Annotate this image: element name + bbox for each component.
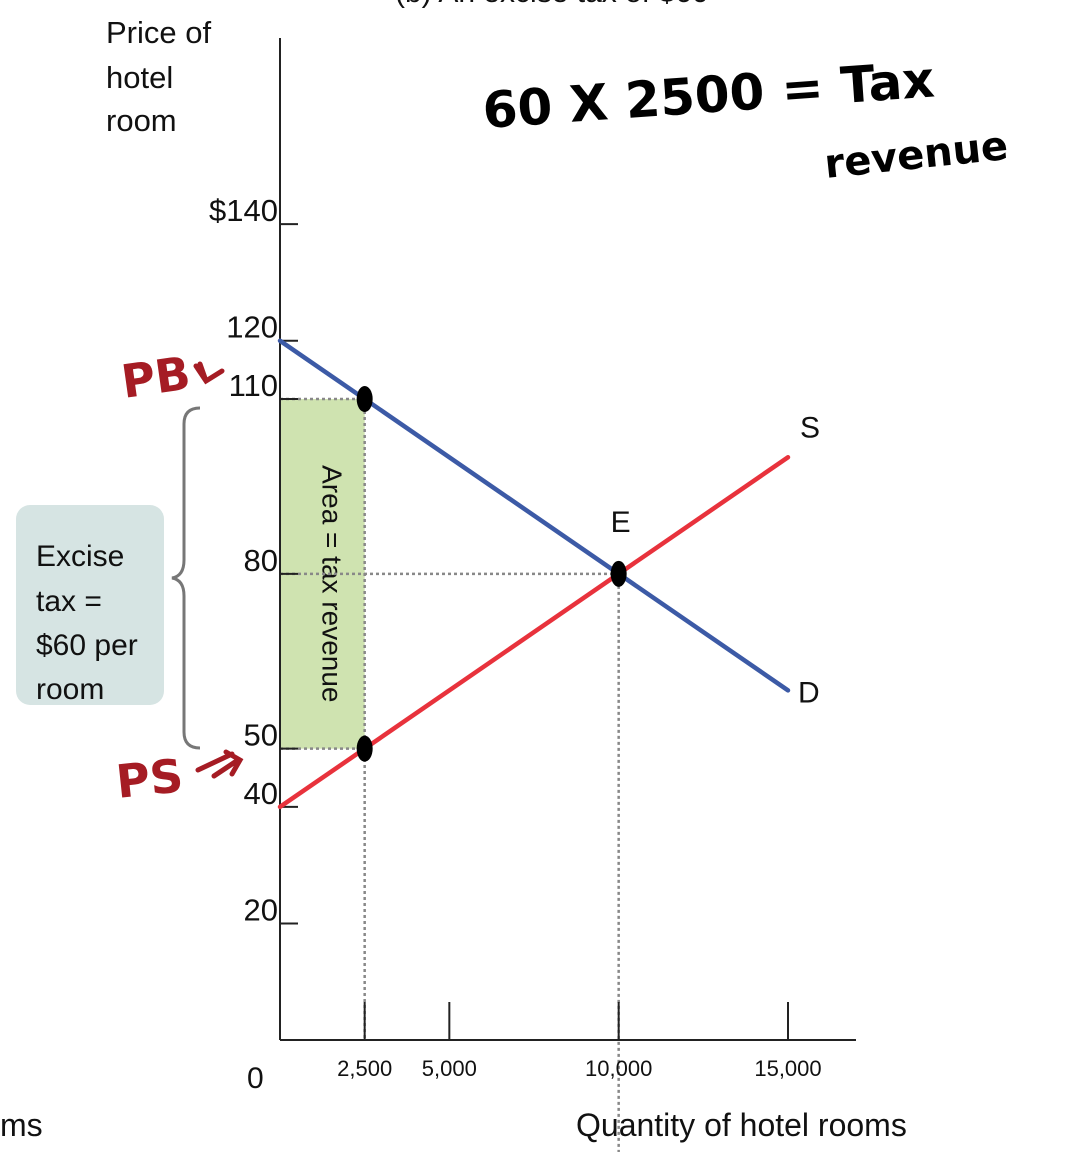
demand-label: D — [798, 676, 820, 709]
equilibrium-point — [610, 560, 627, 587]
excise-tax-line-4: room — [36, 673, 104, 706]
tax-brace — [171, 406, 201, 750]
handwritten-ps-arrow-icon — [195, 749, 244, 779]
left-edge-text: ms — [0, 1107, 43, 1143]
excise-tax-line-3: $60 per — [36, 629, 138, 662]
seller-price-point — [356, 735, 373, 762]
chart-title: (b) An excise tax of $60 — [395, 0, 709, 9]
y-tick-label: 80 — [244, 543, 278, 578]
x-tick-label: 10,000 — [585, 1056, 652, 1081]
tax-revenue-label: Area = tax revenue — [316, 465, 347, 702]
y-tick-label: 20 — [244, 892, 278, 927]
y-tick-label: 110 — [229, 368, 278, 403]
y-ticks: $140 120 110 80 50 40 20 — [209, 193, 298, 927]
x-tick-label: 2,500 — [337, 1056, 392, 1081]
handwritten-formula: 60 X 2500 = Tax — [481, 51, 936, 140]
y-tick-label: $140 — [209, 193, 278, 228]
points: E — [356, 386, 631, 762]
excise-tax-box — [16, 505, 164, 705]
equilibrium-label: E — [611, 506, 631, 539]
x-tick-label: 5,000 — [422, 1056, 477, 1081]
supply-label: S — [800, 411, 820, 444]
excise-tax-line-1: Excise — [36, 540, 124, 573]
x-axis-label: Quantity of hotel rooms — [576, 1107, 907, 1143]
handwritten-formula-line2: revenue — [822, 123, 1010, 188]
y-axis-label-line-2: hotel — [106, 60, 173, 95]
x-tick-label: 15,000 — [754, 1056, 821, 1081]
y-tick-label: 50 — [244, 718, 278, 753]
y-tick-label: 40 — [244, 776, 278, 811]
buyer-price-point — [356, 386, 373, 412]
y-tick-label: 120 — [226, 310, 278, 345]
origin-label: 0 — [247, 1062, 264, 1095]
y-axis-label-line-1: Price of — [106, 15, 211, 50]
handwritten-ps: PS — [114, 748, 186, 809]
x-ticks: 2,500 5,000 10,000 15,000 — [337, 1002, 822, 1081]
handwritten-pb-arrow-icon — [193, 361, 225, 385]
excise-tax-line-2: tax = — [36, 585, 102, 618]
y-axis-label-line-3: room — [106, 103, 177, 138]
handwritten-pb: PB — [118, 346, 194, 409]
